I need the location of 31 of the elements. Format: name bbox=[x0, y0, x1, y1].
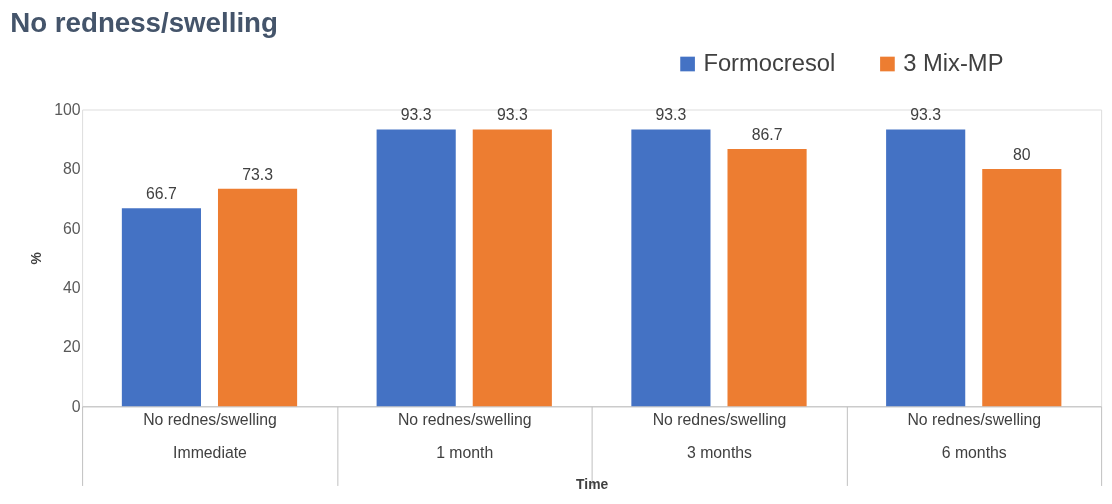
x-axis-title: Time bbox=[576, 476, 609, 493]
data-label: 73.3 bbox=[242, 165, 274, 183]
y-tick-label: 0 bbox=[71, 397, 81, 415]
data-label: 93.3 bbox=[910, 106, 942, 124]
y-axis-title: % bbox=[28, 252, 45, 265]
x-tick-label: No rednes/swelling Immediate bbox=[143, 410, 277, 462]
data-label: 93.3 bbox=[496, 106, 528, 124]
bar bbox=[217, 188, 298, 407]
bar bbox=[982, 168, 1062, 407]
y-tick-label: 20 bbox=[63, 338, 81, 356]
y-tick-label: 60 bbox=[63, 219, 81, 237]
data-label: 80 bbox=[1013, 145, 1031, 163]
chart-title: No redness/swelling bbox=[10, 7, 278, 39]
bar bbox=[631, 129, 711, 407]
legend-label: 3 Mix-MP bbox=[903, 49, 1004, 76]
bar bbox=[376, 129, 456, 407]
y-tick-label: 40 bbox=[63, 279, 81, 297]
y-tick-label: 80 bbox=[63, 160, 81, 178]
y-tick-label: 100 bbox=[54, 100, 81, 118]
data-label: 86.7 bbox=[751, 126, 783, 144]
x-tick-label: No rednes/swelling 3 months bbox=[652, 410, 787, 462]
x-tick-label: No rednes/swelling 1 month bbox=[397, 410, 532, 462]
legend-label: Formocresol bbox=[703, 49, 836, 76]
bar bbox=[121, 208, 201, 407]
x-tick-label: No rednes/swelling 6 months bbox=[907, 410, 1042, 462]
bar bbox=[727, 148, 807, 407]
data-label: 66.7 bbox=[146, 185, 177, 203]
bar bbox=[886, 129, 966, 407]
data-label: 93.3 bbox=[655, 106, 687, 124]
data-label: 93.3 bbox=[400, 106, 432, 124]
bar bbox=[472, 129, 552, 407]
